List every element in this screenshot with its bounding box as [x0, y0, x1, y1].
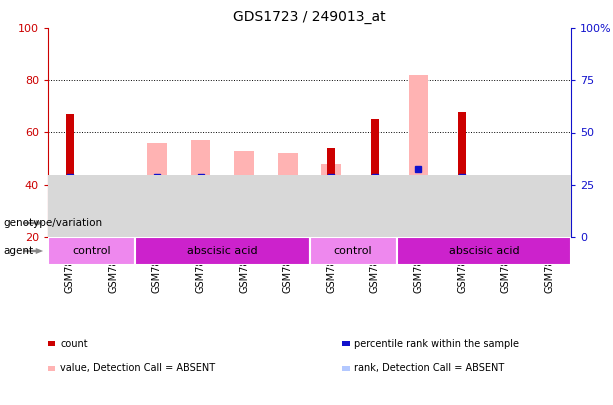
Bar	[496, 177, 516, 237]
Bar	[539, 188, 559, 237]
Bar	[191, 141, 210, 237]
Bar	[48, 209, 310, 237]
Bar	[104, 213, 123, 237]
Bar	[409, 75, 428, 237]
Bar	[66, 114, 74, 237]
Text: genotype/variation: genotype/variation	[3, 218, 102, 228]
Text: rank, Detection Call = ABSENT: rank, Detection Call = ABSENT	[354, 363, 504, 373]
Text: count: count	[60, 339, 88, 349]
Bar	[310, 209, 571, 237]
Bar	[397, 237, 571, 265]
Bar	[48, 237, 135, 265]
Bar	[501, 177, 509, 237]
Text: abscisic acid: abscisic acid	[449, 246, 519, 256]
Bar	[278, 153, 297, 237]
Bar	[458, 112, 466, 237]
Bar	[371, 119, 379, 237]
Bar	[327, 148, 335, 237]
Bar	[234, 151, 254, 237]
Text: control: control	[72, 246, 111, 256]
Text: abscisic acid: abscisic acid	[187, 246, 257, 256]
Text: rop10-1 mutant: rop10-1 mutant	[397, 218, 484, 228]
Text: percentile rank within the sample: percentile rank within the sample	[354, 339, 519, 349]
Bar	[310, 237, 397, 265]
Bar	[135, 237, 310, 265]
Text: value, Detection Call = ABSENT: value, Detection Call = ABSENT	[60, 363, 215, 373]
Bar	[147, 143, 167, 237]
Title: GDS1723 / 249013_at: GDS1723 / 249013_at	[233, 10, 386, 24]
Text: agent: agent	[3, 246, 33, 256]
Bar	[321, 164, 341, 237]
Text: wild type: wild type	[153, 218, 204, 228]
Text: control: control	[333, 246, 372, 256]
